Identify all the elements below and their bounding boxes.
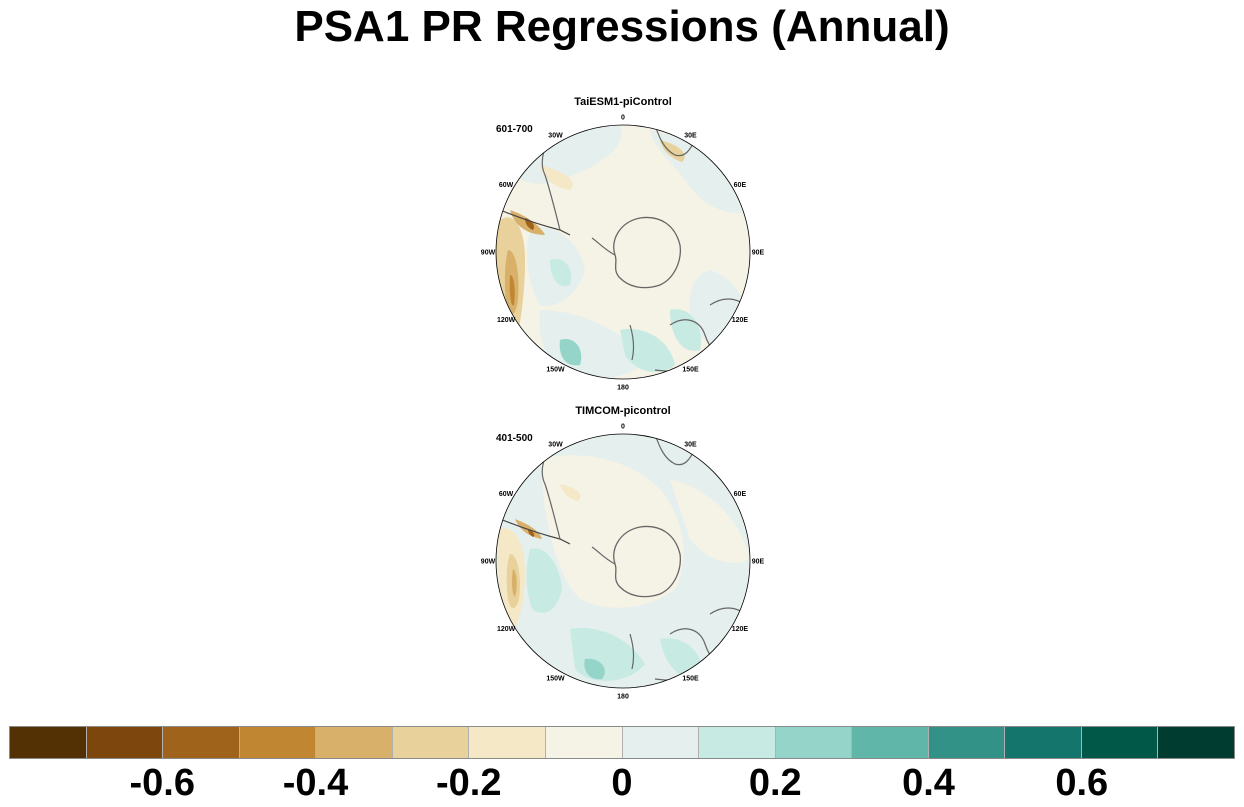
lon-label: 120E xyxy=(732,626,749,633)
lon-label: 120W xyxy=(497,317,516,324)
lon-label: 30E xyxy=(684,133,697,140)
colorbar-tick-label: 0 xyxy=(611,762,633,804)
panel-2-title: TIMCOM-picontrol xyxy=(575,405,671,417)
lon-label: 90W xyxy=(481,559,496,566)
lon-label: 90E xyxy=(752,559,765,566)
colorbar-tick-label: -0.4 xyxy=(282,762,349,804)
colorbar-box xyxy=(163,727,240,758)
lon-label: 0 xyxy=(621,115,625,122)
panel-2-lon-labels: 0 30E 60E 90E 120E 150E 180 150W 120W 90W 60W 30W xyxy=(481,424,765,701)
lon-label: 150E xyxy=(682,675,699,682)
colorbar-box xyxy=(775,727,853,758)
lon-label: 90E xyxy=(752,250,765,257)
colorbar-box xyxy=(392,727,470,758)
lon-label: 150E xyxy=(682,366,699,373)
colorbar-box xyxy=(10,727,87,758)
colorbar-box xyxy=(928,727,1006,758)
panel-1-title: TaiESM1-piControl xyxy=(574,96,672,108)
lon-label: 60W xyxy=(499,491,514,498)
polar-map-panel-1: 0 30E 60E 90E 120E 150E 180 150W 120W 90W 60W 30W xyxy=(481,115,765,392)
lon-label: 150W xyxy=(546,366,565,373)
lon-label: 180 xyxy=(617,385,629,392)
lon-label: 30W xyxy=(548,133,563,140)
colorbar-box xyxy=(699,727,776,758)
colorbar-box xyxy=(469,727,546,758)
colorbar-tick-label: 0.2 xyxy=(748,762,802,804)
colorbar-tick-label: -0.2 xyxy=(436,762,502,804)
lon-label: 90W xyxy=(481,250,496,257)
colorbar-box xyxy=(1005,727,1082,758)
colorbar-box xyxy=(316,727,393,758)
lon-label: 120W xyxy=(497,626,516,633)
colorbar-tick-label: 0.4 xyxy=(902,762,955,804)
lon-label: 180 xyxy=(617,694,629,701)
figure-title: PSA1 PR Regressions (Annual) xyxy=(294,2,950,51)
lon-label: 0 xyxy=(621,424,625,431)
lon-label: 30W xyxy=(548,442,563,449)
colorbar-box xyxy=(239,727,317,758)
colorbar-box xyxy=(1158,727,1234,758)
lon-label: 60E xyxy=(734,491,747,498)
colorbar-box xyxy=(622,727,700,758)
polar-map-panel-2: 0 30E 60E 90E 120E 150E 180 150W 120W 90W 60W 30W xyxy=(481,424,765,701)
panel-1-period: 601-700 xyxy=(496,124,533,135)
colorbar-tick-label: 0.6 xyxy=(1055,762,1109,804)
panel-2-period: 401-500 xyxy=(496,433,533,444)
colorbar-box xyxy=(1081,727,1159,758)
lon-label: 150W xyxy=(546,675,565,682)
colorbar-box xyxy=(852,727,929,758)
colorbar-tick-labels: -0.6 -0.4 -0.2 0 0.2 0.4 0.6 xyxy=(9,762,1235,806)
lon-label: 60E xyxy=(734,182,747,189)
panel-1-lon-labels: 0 30E 60E 90E 120E 150E 180 150W 120W 90W 60W 30W xyxy=(481,115,765,392)
colorbar-box xyxy=(545,727,623,758)
lon-label: 30E xyxy=(684,442,697,449)
colorbar xyxy=(9,726,1235,759)
colorbar-tick-label: -0.6 xyxy=(129,762,195,804)
colorbar-box xyxy=(86,727,164,758)
lon-label: 120E xyxy=(732,317,749,324)
lon-label: 60W xyxy=(499,182,514,189)
